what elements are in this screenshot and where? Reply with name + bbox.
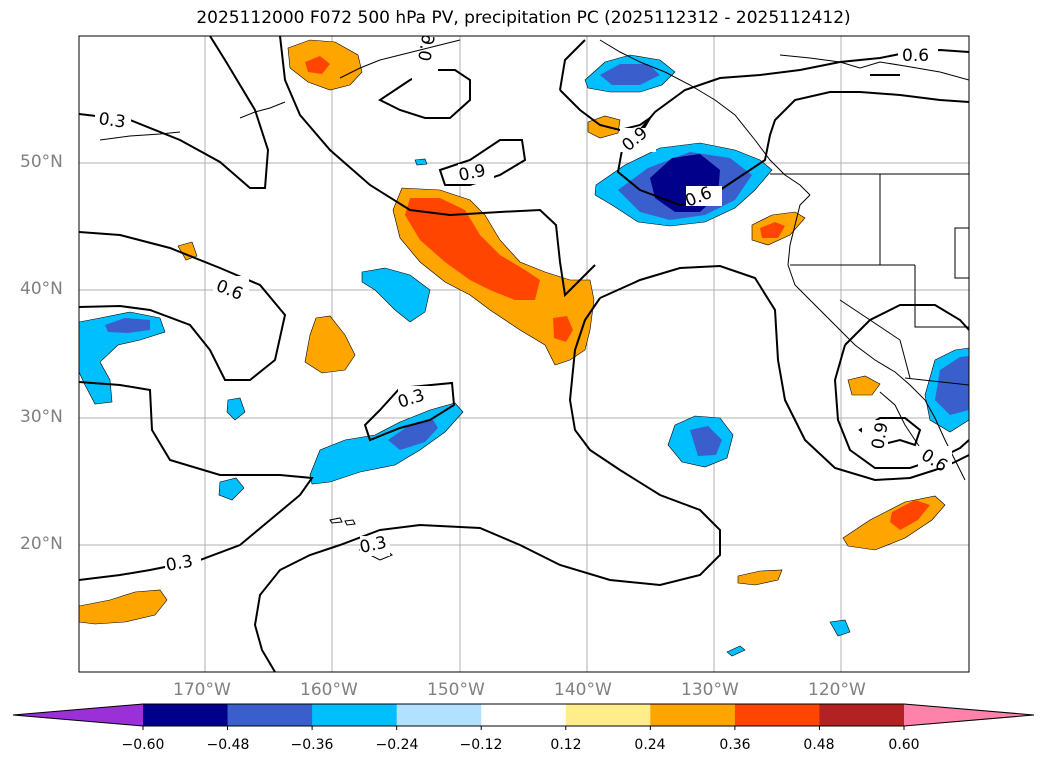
colorbar-tick-label: −0.60: [121, 737, 165, 753]
lon-label-120w: 120°W: [808, 680, 866, 700]
precip-positive-southwest: [79, 589, 168, 625]
contour-label-9: 0.3: [164, 552, 194, 576]
precip-negative-northcentral: [361, 267, 431, 323]
precip-positive-small-south: [737, 569, 783, 586]
lon-label-160w: 160°W: [300, 680, 358, 700]
precip-strong-aleutian: [305, 56, 330, 74]
colorbar-tick-label: −0.48: [206, 737, 250, 753]
colorbar-swatch: [143, 704, 229, 726]
colorbar-swatch: [396, 704, 482, 726]
colorbar-extend-high: [904, 704, 1034, 726]
colorbar-tick-label: 0.24: [634, 737, 666, 753]
lon-label-140w: 140°W: [554, 680, 612, 700]
colorbar-swatch: [312, 704, 398, 726]
contour-label-11: 0.9: [868, 421, 892, 451]
precip-negative-speck-1: [414, 158, 428, 166]
precip-negative-small-3: [829, 619, 851, 637]
colorbar-swatch: [819, 704, 905, 726]
lat-label-30n: 30°N: [20, 407, 63, 427]
contour-label-2: 0.3: [97, 109, 127, 133]
precip-strong-oregon: [760, 222, 785, 238]
contour-label-1: 0.6: [902, 46, 929, 66]
colorbar-tick-label: −0.36: [290, 737, 334, 753]
precip-mid-central-band: [388, 418, 438, 450]
lat-label-20n: 20°N: [20, 534, 63, 554]
precip-mid-east-pacific: [690, 426, 722, 456]
precip-negative-speck-2: [726, 645, 746, 657]
precip-positive-central: [304, 315, 356, 374]
precip-positive-small-west: [177, 241, 198, 261]
map-title: 2025112000 F072 500 hPa PV, precipitatio…: [196, 8, 851, 28]
colorbar-tick-label: −0.24: [375, 737, 419, 753]
precip-positive-baja: [847, 375, 881, 396]
precip-strong-mexico: [890, 500, 930, 530]
colorbar-tick-label: 0.12: [550, 737, 582, 753]
map-frame: [78, 35, 970, 673]
gridlines: [79, 36, 969, 672]
precip-mid-southwest-us: [935, 356, 969, 415]
colorbar-tick-label: 0.60: [888, 737, 920, 753]
precip-strong-pnw-core2: [553, 316, 573, 342]
lat-label-40n: 40°N: [20, 279, 63, 299]
precip-negative-small-1: [226, 397, 246, 421]
precip-strong-pnw-band: [405, 198, 540, 300]
colorbar-swatch: [650, 704, 736, 726]
colorbar-swatch: [565, 704, 651, 726]
colorbar-tick-label: −0.12: [459, 737, 503, 753]
precip-mid-west: [105, 318, 150, 333]
contour-label-7: 0.6: [413, 32, 437, 62]
lon-label-150w: 150°W: [427, 680, 485, 700]
colorbar-swatch: [481, 704, 567, 726]
precip-mid-gulf-ak: [600, 64, 660, 85]
precip-negative-west: [79, 311, 166, 405]
colorbar-tick-label: 0.48: [803, 737, 835, 753]
lat-label-50n: 50°N: [20, 152, 63, 172]
lon-label-170w: 170°W: [173, 680, 231, 700]
colorbar-extend-low: [13, 704, 143, 726]
colorbar-swatch: [227, 704, 313, 726]
colorbar-tick-label: 0.36: [719, 737, 751, 753]
map-background: [79, 36, 969, 672]
lon-label-130w: 130°W: [681, 680, 739, 700]
colorbar-swatch: [734, 704, 820, 726]
precip-negative-small-2: [218, 477, 245, 501]
colorbar: [12, 703, 1035, 730]
coastlines: [99, 39, 969, 561]
